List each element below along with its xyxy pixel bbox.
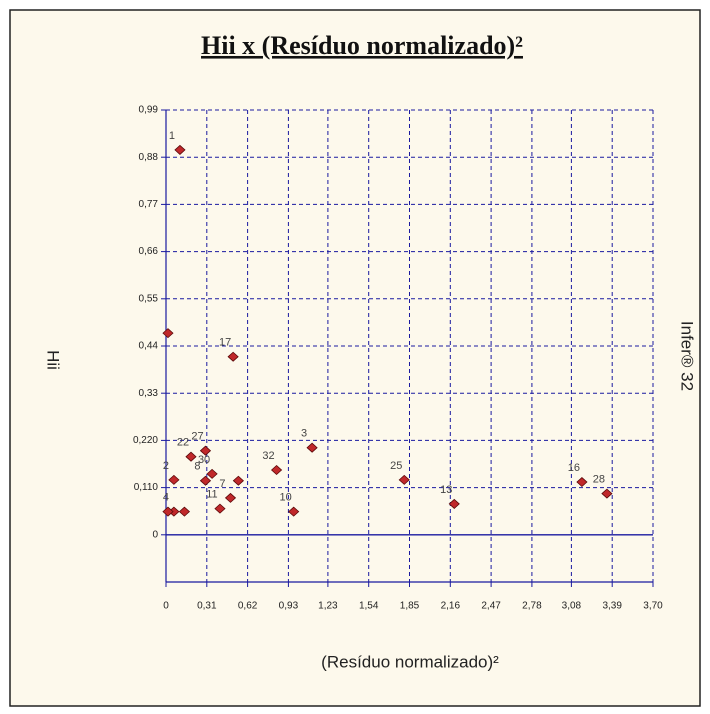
point: [214, 503, 226, 514]
x-tick-label: 1,54: [359, 601, 379, 612]
point-label: 10: [280, 492, 292, 504]
point: [199, 445, 212, 456]
chart-title: Hii x (Resíduo normalizado)²: [201, 31, 523, 60]
point: [227, 351, 239, 362]
y-tick-label: 0,110: [134, 482, 159, 493]
point: [232, 475, 244, 486]
point: [398, 474, 410, 485]
point: [270, 464, 283, 476]
x-tick-label: 0,93: [279, 601, 299, 612]
point-label: 22: [177, 437, 189, 449]
point-label: 11: [206, 489, 217, 501]
panel: [9, 9, 701, 707]
side-label: Infer® 32: [678, 321, 697, 391]
point-label: 28: [593, 474, 605, 486]
x-tick-label: 0: [163, 601, 169, 612]
point-label: 30: [198, 454, 210, 466]
point: [162, 506, 174, 517]
y-tick-label: 0,99: [139, 105, 159, 116]
point-label: 3: [301, 428, 307, 440]
y-tick-label: 0,220: [133, 435, 158, 446]
point: [288, 506, 300, 517]
x-axis-label: (Resíduo normalizado)²: [321, 652, 499, 671]
point: [206, 468, 218, 479]
point-label: 16: [568, 462, 580, 474]
point-label: 27: [191, 431, 203, 443]
point-label: 2: [163, 460, 169, 472]
x-tick-label: 0,62: [238, 601, 258, 612]
y-tick-label: 0,77: [139, 199, 159, 210]
point: [306, 442, 318, 453]
point: [601, 488, 613, 499]
x-tick-label: 2,47: [481, 601, 501, 612]
x-tick-label: 2,78: [522, 601, 542, 612]
point-label: 32: [262, 450, 274, 462]
point-label: 7: [219, 478, 225, 490]
point-label: 13: [440, 484, 452, 496]
y-tick-label: 0,66: [139, 246, 159, 257]
y-tick-label: 0: [152, 529, 158, 540]
y-axis-label: Hii: [44, 350, 63, 370]
y-tick-label: 0,33: [139, 388, 159, 399]
y-tick-label: 0,44: [139, 341, 159, 352]
x-tick-label: 0,31: [197, 601, 217, 612]
x-tick-label: 1,23: [318, 601, 338, 612]
point-label: 17: [219, 337, 231, 349]
point-label: 1: [169, 130, 175, 142]
point: [162, 328, 174, 339]
point-label: 8: [194, 461, 200, 473]
x-tick-label: 3,08: [562, 601, 582, 612]
point: [174, 144, 186, 155]
x-tick-label: 3,70: [643, 601, 663, 612]
point: [448, 498, 460, 509]
y-tick-label: 0,55: [139, 293, 159, 304]
point: [185, 451, 197, 462]
point: [168, 474, 180, 485]
point-label: 25: [390, 460, 402, 472]
x-tick-label: 3,39: [602, 601, 622, 612]
point: [224, 492, 237, 503]
point-label: 4: [163, 492, 169, 504]
y-tick-label: 0,88: [139, 152, 159, 163]
point: [178, 506, 191, 517]
point: [199, 475, 212, 486]
x-tick-label: 2,16: [441, 601, 461, 612]
x-tick-label: 1,85: [400, 601, 420, 612]
point: [576, 476, 588, 488]
